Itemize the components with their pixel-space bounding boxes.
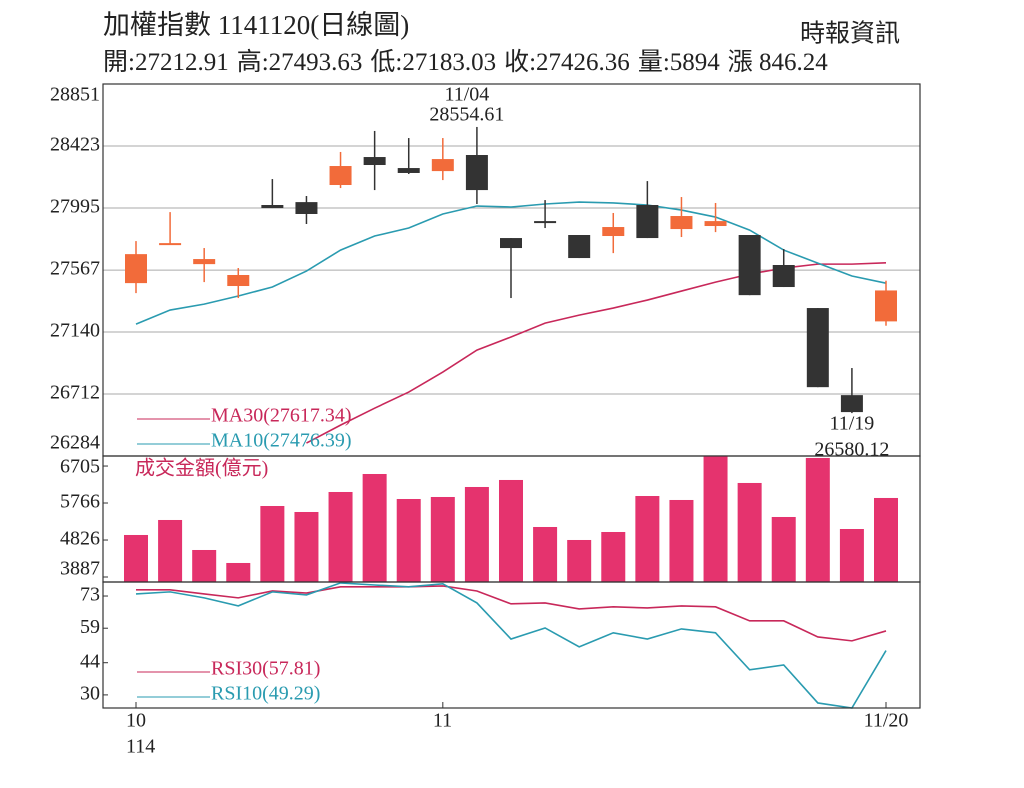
low-annotation: 26580.12 [814, 439, 889, 461]
candle-body [193, 259, 216, 265]
candle-body [840, 395, 863, 413]
volume-bar [805, 457, 830, 582]
y-tick-label: 6705 [60, 456, 100, 478]
candle-body [806, 308, 829, 388]
x-tick-label: 10 [126, 710, 146, 732]
volume-bar [839, 529, 864, 582]
candle-body [500, 238, 522, 249]
candle-body [875, 290, 897, 322]
y-tick-label: 26712 [50, 382, 100, 404]
candle-body [772, 265, 795, 288]
y-tick-label: 28851 [50, 84, 100, 106]
x-tick-label: 11/20 [864, 710, 909, 732]
volume-bar [124, 534, 148, 582]
volume-bar [192, 549, 217, 582]
candle-body [159, 243, 182, 246]
candle-body [397, 168, 420, 173]
chart-title: 加權指數 1141120(日線圖) [103, 10, 409, 40]
high-annotation: 11/04 [444, 84, 489, 106]
series-line [135, 582, 887, 709]
volume-bar [430, 496, 455, 582]
legend-label: MA30(27617.34) [211, 405, 352, 427]
candle-body [431, 159, 454, 172]
volume-bar [158, 519, 183, 582]
volume-bar [362, 473, 387, 582]
volume-label: 成交金額(億元) [135, 457, 268, 480]
volume-bar [396, 498, 421, 582]
stat: 低:27183.03 [370, 48, 496, 76]
volume-bar [533, 526, 558, 582]
candle-body [738, 235, 761, 296]
x-tick-label: 11 [433, 710, 452, 732]
volume-bar [771, 516, 796, 582]
candle-body [704, 221, 727, 227]
candle-body [568, 235, 591, 259]
volume-bar [464, 486, 489, 582]
stat: 開:27212.91 [103, 49, 229, 76]
low-annotation: 11/19 [829, 413, 874, 435]
legend-label: RSI30(57.81) [211, 658, 320, 680]
y-tick-label: 3887 [60, 558, 100, 580]
stat: 收:27426.36 [504, 48, 630, 76]
stats-text: 開:27212.91 高:27493.63 低:27183.03 收:27426.36… [103, 48, 828, 76]
stat: 高:27493.63 [237, 48, 363, 76]
volume-bar [294, 511, 319, 582]
volume-bar [669, 499, 694, 582]
stats-line: 開:27212.91 高:27493.63 低:27183.03 收:27426.36… [103, 48, 828, 76]
y-tick-label: 27140 [50, 320, 100, 342]
candle-body [465, 155, 488, 191]
volume-bar [499, 479, 523, 582]
volume-bar [874, 497, 898, 582]
volume-bar [601, 531, 626, 582]
y-tick-label: 27567 [50, 258, 100, 280]
stat: 量:5894 [638, 49, 720, 76]
y-tick-label: 26284 [50, 432, 100, 454]
volume-bar [635, 496, 660, 582]
y-tick-label: 44 [80, 650, 100, 672]
volume-bar [703, 456, 728, 582]
candle-body [227, 274, 250, 287]
series-line [136, 585, 887, 642]
y-tick-label: 5766 [60, 491, 100, 513]
candle-body [261, 205, 284, 209]
candle-body [534, 221, 557, 224]
y-tick-label: 30 [80, 682, 100, 704]
candle-body [602, 227, 625, 237]
candle-body [670, 216, 693, 230]
high-annotation: 28554.61 [429, 104, 504, 126]
series-line [135, 201, 887, 325]
panel-frame [102, 581, 921, 709]
source: 時報資訊 [800, 20, 900, 48]
candle-body [636, 205, 659, 239]
legend-label: RSI10(49.29) [211, 683, 320, 705]
volume-bar [567, 539, 592, 582]
y-tick-label: 4826 [60, 528, 100, 550]
y-tick-label: 73 [80, 584, 100, 606]
volume-bar [737, 482, 762, 582]
legend-label: MA10(27476.39) [211, 430, 352, 452]
volume-bar [260, 506, 285, 582]
candle-body [125, 254, 147, 284]
y-tick-label: 59 [80, 616, 100, 638]
y-tick-label: 27995 [50, 196, 100, 218]
volume-bar [328, 491, 353, 582]
y-tick-label: 28423 [50, 134, 100, 156]
stat: 漲 846.24 [728, 48, 829, 76]
candle-body [329, 166, 352, 186]
volume-bar [226, 562, 251, 582]
candle-body [295, 202, 318, 214]
candle-body [363, 157, 386, 166]
x-sublabel: 114 [126, 736, 155, 758]
